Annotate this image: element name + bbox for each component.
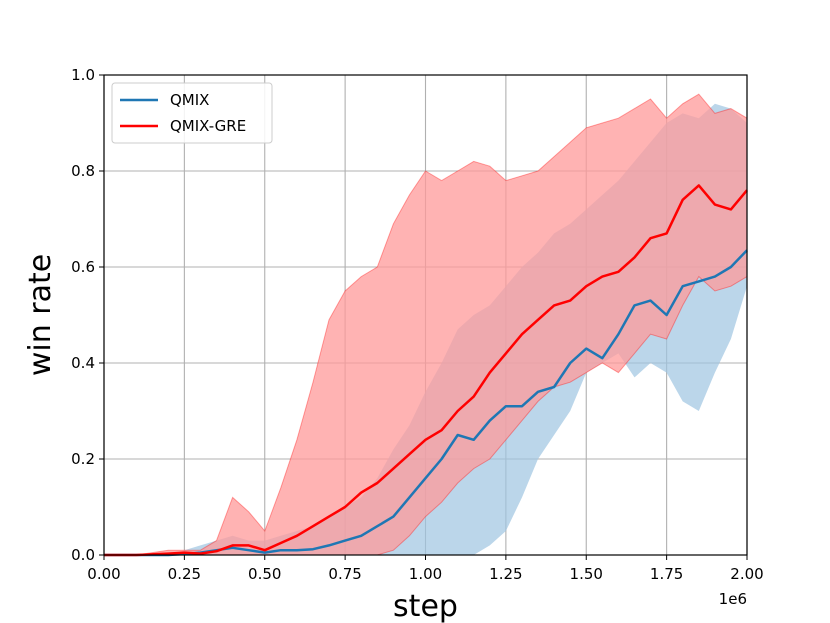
x-tick-label: 0.00: [87, 565, 120, 583]
x-tick-label: 0.75: [328, 565, 361, 583]
y-tick-label: 0.4: [71, 354, 95, 372]
x-tick-label: 1.75: [650, 565, 683, 583]
ticks: [99, 74, 748, 560]
y-tick-label: 1.0: [71, 66, 95, 84]
x-axis-title: step: [393, 589, 458, 623]
y-axis-title: win rate: [23, 254, 58, 376]
y-tick-label: 0.6: [71, 258, 95, 276]
legend-label-qmix-gre: QMIX-GRE: [170, 117, 246, 135]
x-tick-label: 0.25: [168, 565, 201, 583]
legend-box: [111, 82, 273, 144]
x-tick-label: 0.50: [248, 565, 281, 583]
x-offset-label: 1e6: [719, 590, 747, 608]
tick-labels: 0.00 0.25 0.50 0.75 1.00 1.25 1.50 1.75 2.00 0.0 0…: [71, 66, 764, 583]
x-tick-label: 1.50: [570, 565, 603, 583]
line-qmix: [104, 249, 748, 557]
y-tick-label: 0.8: [71, 162, 95, 180]
y-tick-label: 0.0: [71, 546, 95, 564]
legend-label-qmix: QMIX: [170, 91, 209, 109]
x-tick-label: 2.00: [730, 565, 763, 583]
legend: QMIX QMIX-GRE: [111, 82, 273, 144]
x-tick-label: 1.25: [489, 565, 522, 583]
series-lines: [104, 184, 748, 557]
x-tick-label: 1.00: [409, 565, 442, 583]
y-tick-label: 0.2: [71, 450, 95, 468]
line-qmix-gre: [104, 184, 748, 557]
